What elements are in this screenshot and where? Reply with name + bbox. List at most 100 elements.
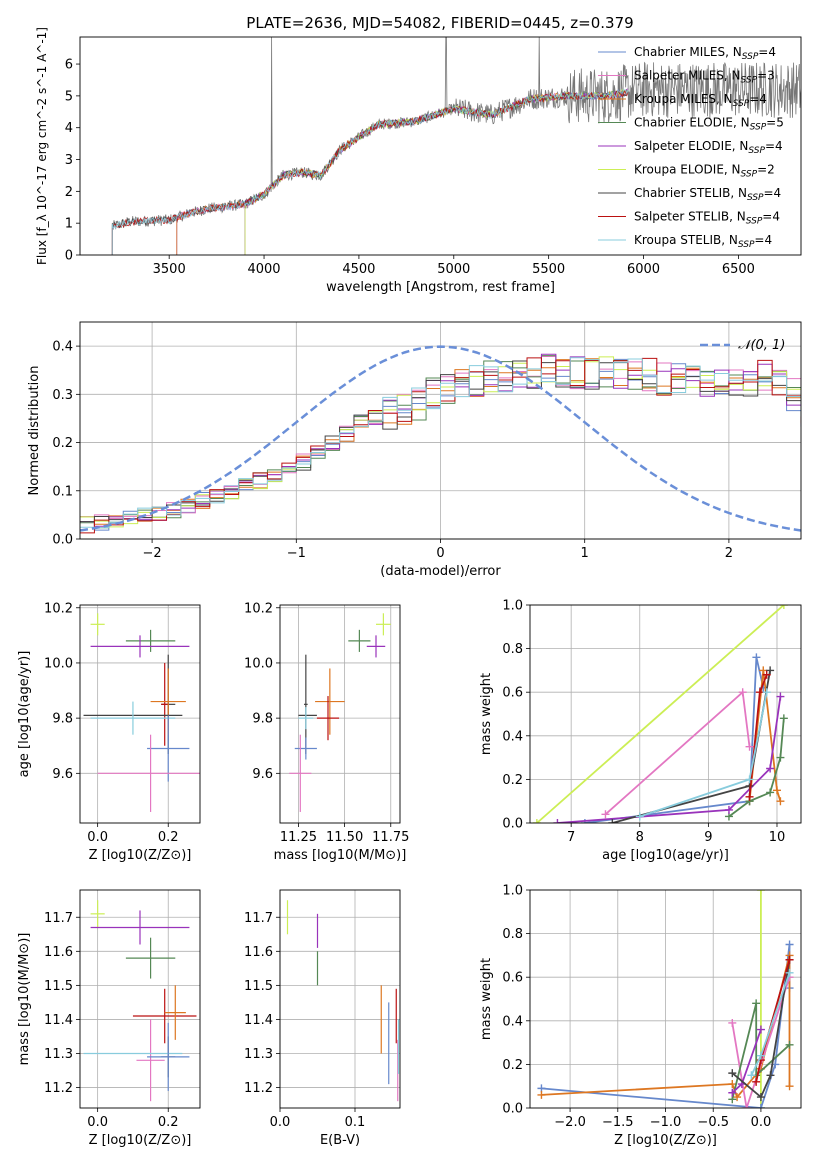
spectrum-model-line (111, 88, 629, 255)
weight-marker (785, 940, 794, 949)
chart-residuals: −2 −1 0 1 2 0.0 0.1 0.2 0.3 0.4 (data-model)/error… (27, 321, 802, 579)
plot-area-spectrum (111, 37, 801, 255)
y-axis-label: mass [log10(M/M⊙)] (17, 933, 32, 1066)
x-tick-label: 0.0 (751, 1115, 772, 1130)
legend-label-main: Chabrier ELODIE, N (634, 116, 750, 130)
legend-entry-label: Chabrier MILES, NSSP=4 (634, 45, 776, 62)
spectrum-model-line (176, 89, 628, 255)
weight-line (584, 657, 765, 823)
weight-marker (785, 1040, 794, 1049)
y-tick-label: 0.4 (502, 729, 523, 744)
legend-entry-label: Salpeter STELIB, NSSP=4 (634, 210, 780, 227)
weight-series (728, 955, 794, 1102)
chart-mass-vs-age: 11.25 11.50 11.75 9.6 9.8 10.0 10.2 mass [log10… (244, 601, 409, 863)
errorbar-point (164, 985, 186, 1040)
legend-label-sub: SSP (741, 76, 758, 86)
weight-marker (785, 1082, 794, 1091)
y-tick-label: 0.8 (502, 927, 523, 942)
legend-label-sub: SSP (733, 99, 750, 109)
spectrum-model-line (176, 89, 628, 255)
x-tick-label: 5500 (532, 262, 565, 277)
x-tick-label: −1 (287, 546, 306, 561)
weight-marker (756, 890, 765, 894)
legend-label-sub: SSP (748, 146, 765, 156)
weight-marker (762, 688, 771, 697)
errorbar-point (90, 613, 105, 636)
legend-entry-label: Salpeter MILES, NSSP=3 (634, 69, 775, 86)
legend-label-tail: =4 (754, 233, 772, 247)
errorbar-point (125, 629, 176, 652)
weight-series (752, 955, 794, 1086)
y-tick-label: 11.3 (244, 1047, 273, 1062)
legend-entry-label: Salpeter ELODIE, NSSP=4 (634, 139, 783, 156)
x-tick-label: 7 (567, 830, 575, 845)
errorbar-point (161, 662, 169, 746)
weight-series (756, 890, 765, 1108)
axes-frame (79, 889, 201, 1109)
histogram-series (80, 357, 801, 534)
errorbar-point (294, 737, 317, 760)
y-tick-label: 9.6 (52, 767, 73, 782)
y-tick-label: 11.2 (44, 1081, 73, 1096)
weight-marker (745, 742, 754, 751)
y-tick-label: 6 (65, 58, 73, 73)
x-axis-label: Z [log10(Z/Z⊙)] (89, 1133, 192, 1148)
y-tick-label: 11.7 (244, 911, 273, 926)
weight-marker (747, 1071, 756, 1080)
axes-frame (79, 604, 201, 824)
axes-frame (529, 604, 802, 824)
errorbar-point (97, 734, 200, 812)
errorbar-point (125, 937, 176, 979)
chart-age-vs-massweight: 7 8 9 10 0.0 0.2 0.4 0.6 0.8 1.0 age [log10(age/yr… (479, 599, 802, 863)
weight-marker (532, 819, 541, 823)
plot-area-mass-vs-age (289, 613, 391, 812)
weight-marker (728, 1069, 737, 1078)
legend-label-tail: =2 (757, 163, 775, 177)
weight-marker (733, 1093, 742, 1102)
x-tick-label: 4500 (342, 262, 375, 277)
y-tick-label: 11.7 (44, 911, 73, 926)
y-tick-label: 11.4 (244, 1013, 273, 1028)
plot-area-ebv-vs-mass (286, 900, 400, 1102)
legend-label-sub: SSP (746, 217, 763, 227)
weight-marker (766, 764, 775, 773)
weight-marker (742, 1104, 751, 1108)
legend-entry-label: Kroupa STELIB, NSSP=4 (634, 233, 772, 250)
weight-marker (724, 805, 733, 814)
y-axis-label: Normed distribution (27, 366, 42, 496)
errorbar-point (298, 707, 314, 730)
y-tick-label: 0.2 (502, 1058, 523, 1073)
y-tick-label: 11.2 (244, 1081, 273, 1096)
weight-marker (759, 666, 768, 675)
legend-label-main: Kroupa STELIB, N (634, 233, 738, 247)
legend-label-tail: =4 (764, 186, 782, 200)
axes-frame (79, 321, 802, 540)
weight-marker (785, 968, 794, 977)
x-tick-label: 0.2 (158, 1115, 179, 1130)
y-tick-label: 11.5 (244, 979, 273, 994)
legend-label-tail: =5 (766, 116, 784, 130)
errorbar-point (90, 635, 190, 658)
weight-marker (766, 666, 775, 675)
weight-marker (728, 1088, 737, 1097)
x-axis-label: Z [log10(Z/Z⊙)] (89, 848, 192, 863)
y-axis-label: age [log10(age/yr)] (17, 651, 32, 778)
y-tick-label: 0.4 (502, 1014, 523, 1029)
y-tick-label: 10.2 (44, 601, 73, 616)
weight-marker (745, 792, 754, 801)
y-tick-label: 11.3 (44, 1047, 73, 1062)
legend-label-main: Chabrier STELIB, N (634, 186, 747, 200)
y-tick-label: 0.0 (52, 533, 73, 548)
x-axis-label: E(B-V) (320, 1133, 360, 1148)
errorbar-point (132, 988, 197, 1044)
weight-marker (779, 714, 788, 723)
legend-gaussian-label: 𝒩(0, 1) (738, 338, 785, 353)
x-axis-label: age [log10(age/yr)] (602, 848, 729, 863)
errorbar-point (366, 635, 386, 658)
legend-label-tail: =4 (749, 92, 767, 106)
weight-line (731, 959, 791, 1099)
x-tick-label: 11.50 (326, 830, 363, 845)
weight-marker (772, 786, 781, 795)
y-tick-label: 9.8 (252, 712, 273, 727)
y-axis-label: mass weight (479, 673, 494, 755)
